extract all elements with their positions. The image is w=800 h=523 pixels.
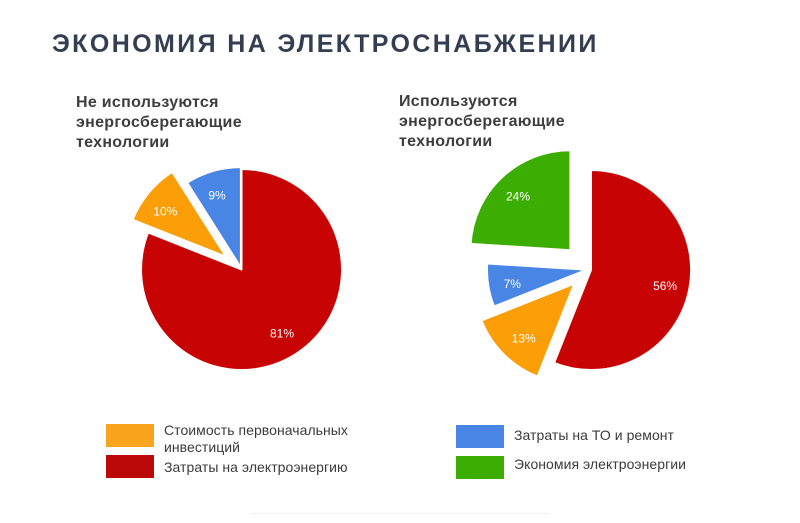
svg-text:7%: 7% [504,277,522,291]
svg-text:13%: 13% [512,332,536,346]
svg-text:9%: 9% [208,188,226,202]
svg-text:56%: 56% [653,279,677,293]
svg-text:10%: 10% [153,204,177,218]
svg-text:81%: 81% [270,327,294,341]
svg-text:24%: 24% [506,189,530,203]
